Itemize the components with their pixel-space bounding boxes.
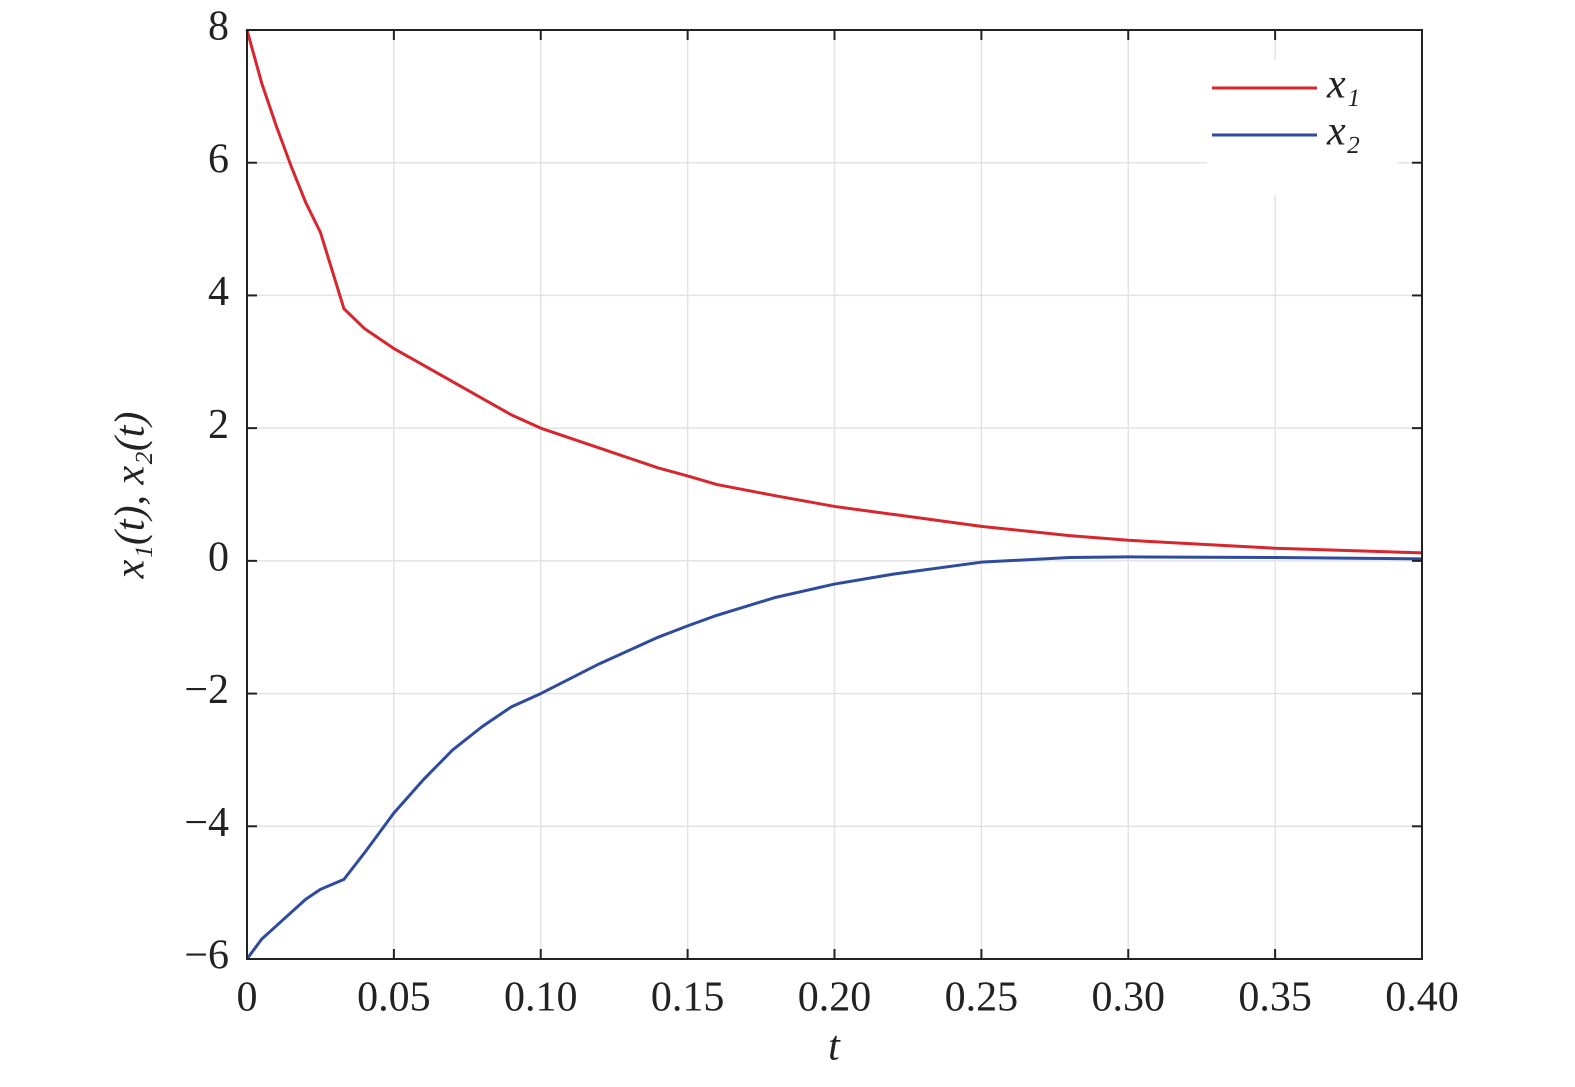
y-tick-label: 6 bbox=[208, 136, 229, 182]
y-tick-label: 0 bbox=[208, 534, 229, 580]
legend-label: x₁ bbox=[1326, 62, 1360, 108]
x-tick-label: 0.30 bbox=[1092, 975, 1166, 1021]
x-tick-label: 0.05 bbox=[357, 975, 431, 1021]
x-tick-label: 0.15 bbox=[651, 975, 725, 1021]
y-tick-label: −2 bbox=[184, 667, 229, 713]
x-tick-label: 0 bbox=[237, 975, 258, 1021]
y-tick-label: 4 bbox=[208, 269, 229, 315]
x-tick-label: 0.10 bbox=[504, 975, 578, 1021]
axes: 0 0.05 0.10 0.15 0.20 0.25 0.30 0.35 0.40 −6 −4 −2 0… bbox=[184, 4, 1458, 1021]
y-tick-label: −6 bbox=[184, 933, 229, 979]
y-tick-label: 2 bbox=[208, 402, 229, 448]
x-tick-label: 0.25 bbox=[945, 975, 1019, 1021]
legend-box bbox=[1207, 60, 1397, 195]
lines bbox=[245, 29, 1423, 960]
x-tick-label: 0.35 bbox=[1238, 975, 1312, 1021]
y-tick-label: 8 bbox=[208, 4, 229, 50]
x-tick-label: 0.20 bbox=[798, 975, 872, 1021]
x-axis-label: t bbox=[828, 1024, 841, 1070]
y-axis-label: x₁(t), x₂(t) bbox=[108, 412, 154, 580]
data-line bbox=[245, 29, 1423, 555]
data-line bbox=[245, 555, 1423, 960]
y-tick-label: −4 bbox=[184, 800, 229, 846]
x-tick-label: 0.40 bbox=[1385, 975, 1459, 1021]
legend-label: x₂ bbox=[1326, 109, 1360, 155]
